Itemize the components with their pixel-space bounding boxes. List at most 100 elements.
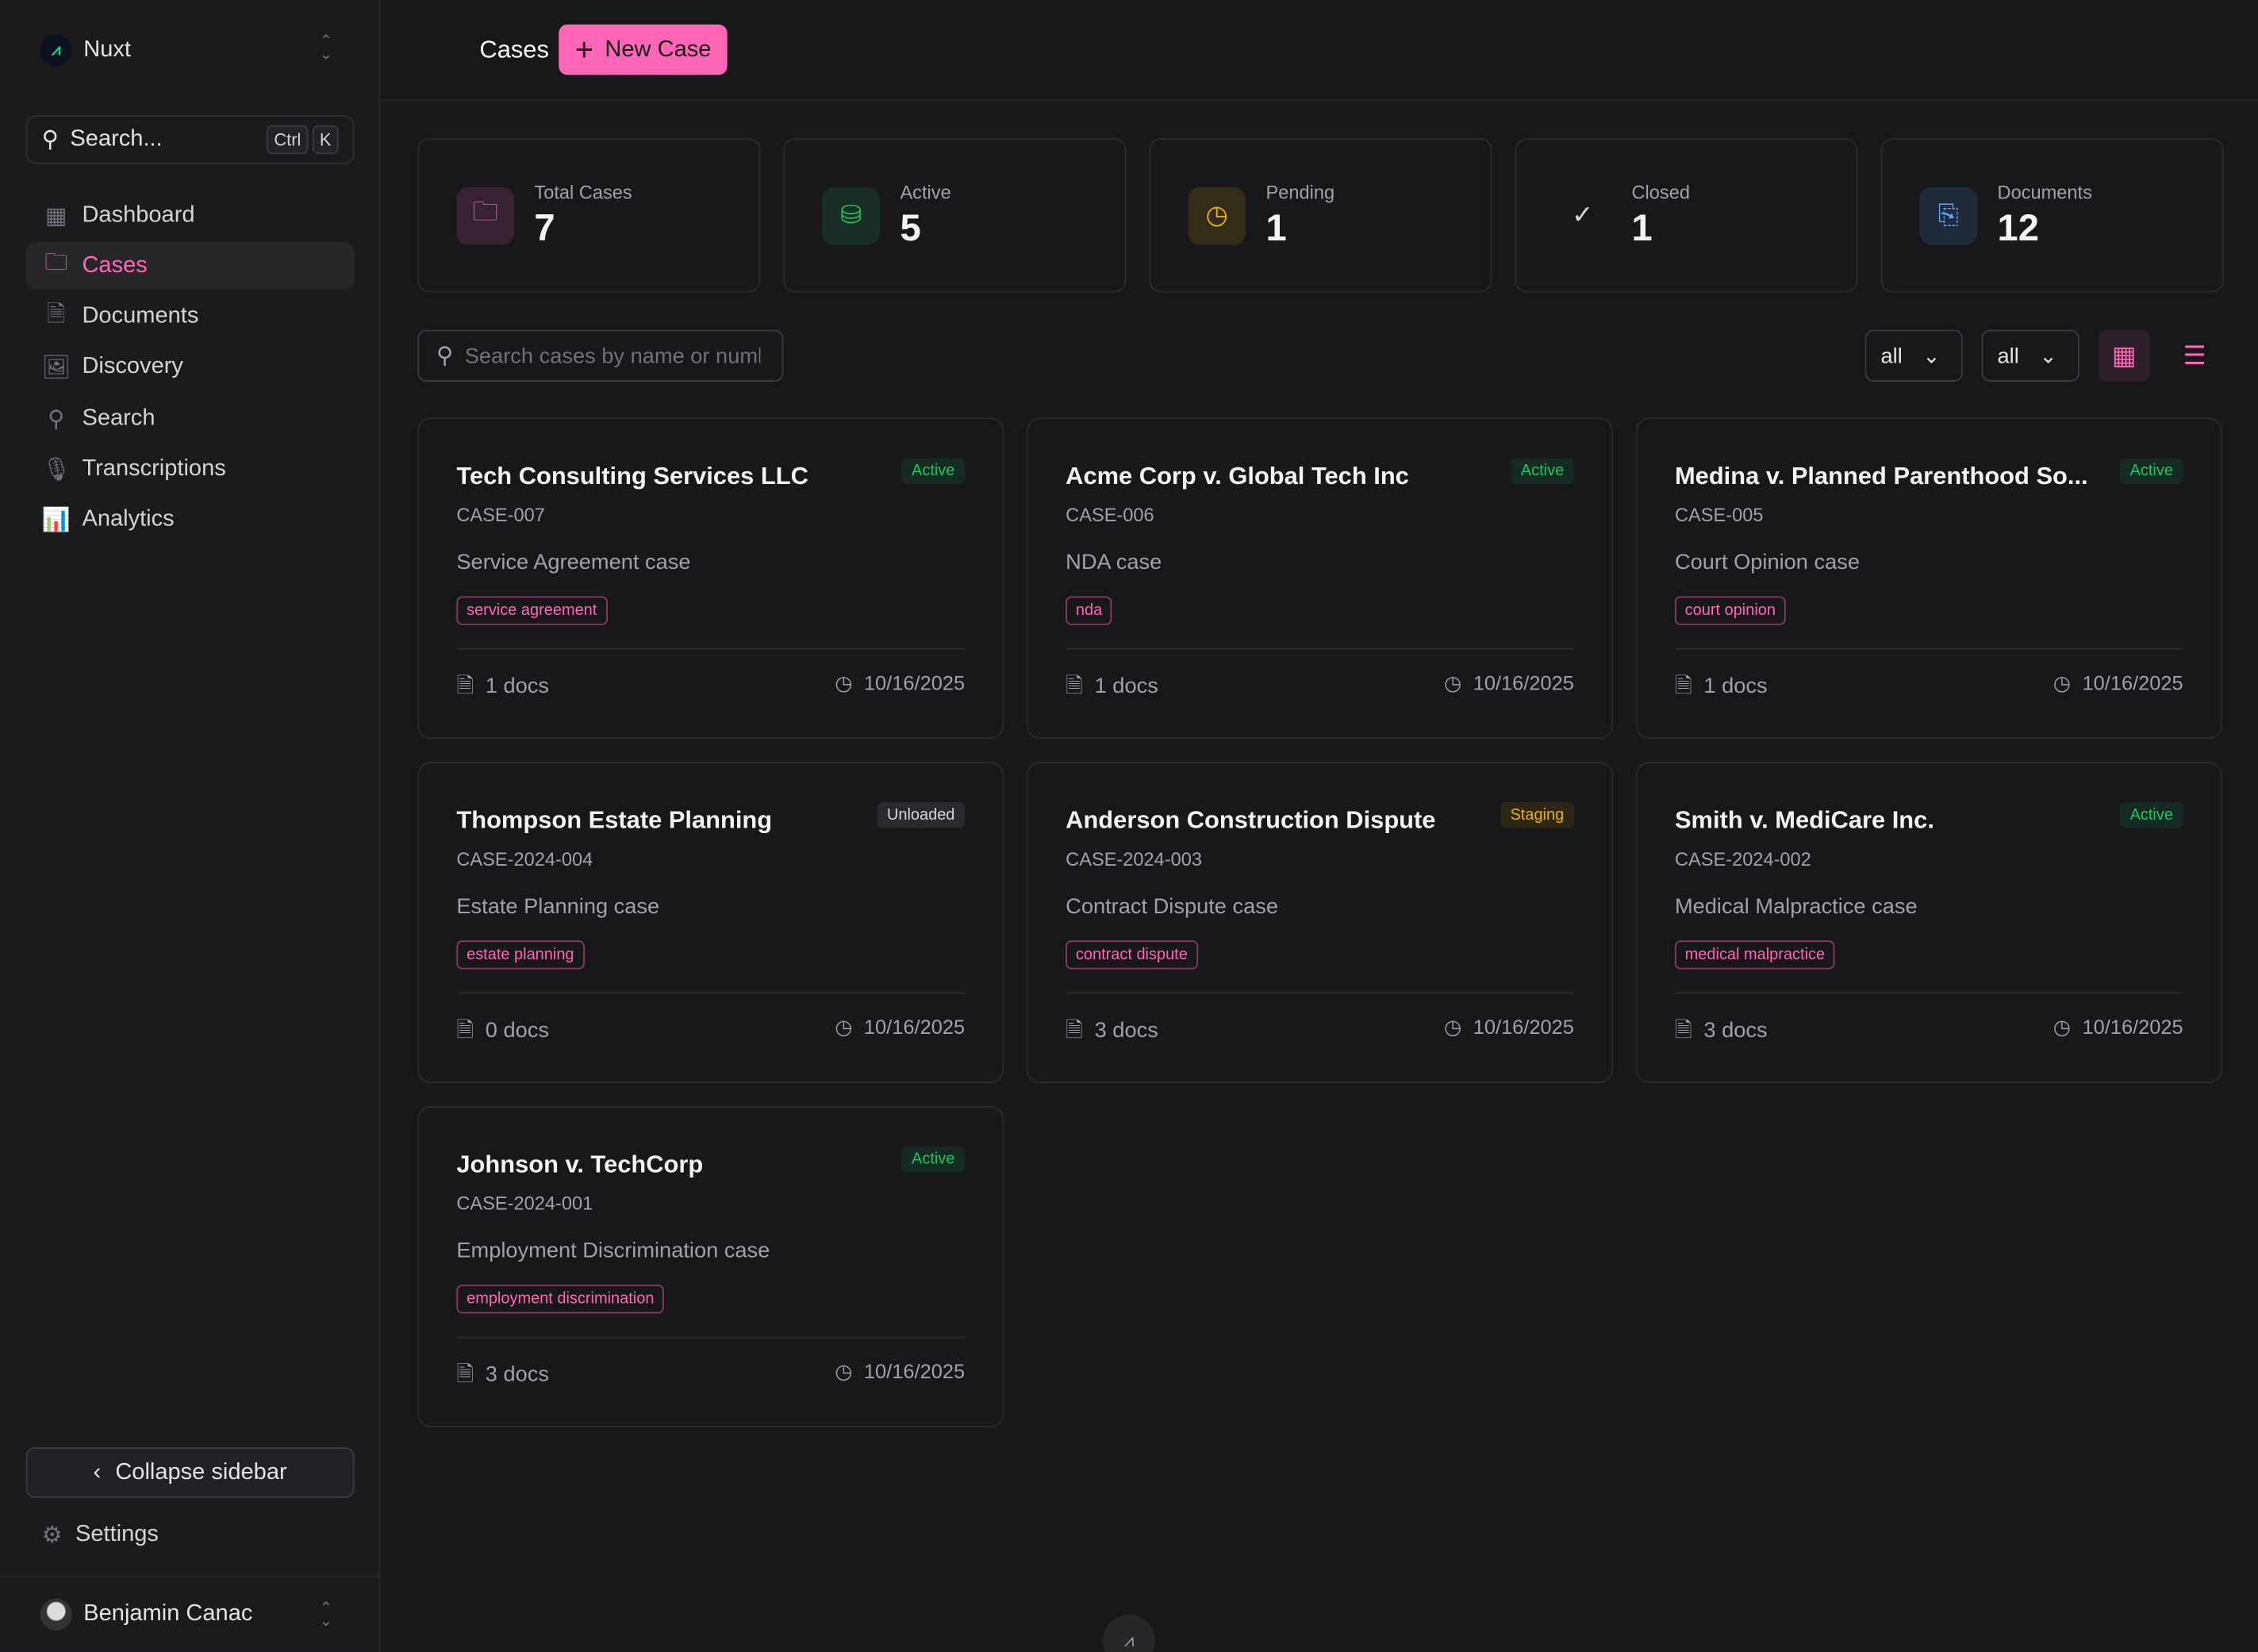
chevron-down-icon: ⌄ [1922,344,1941,369]
sidebar-item-cases[interactable]: 🗀 Cases [25,242,355,290]
sidebar-item-settings[interactable]: ⚙ Settings [42,1521,159,1550]
stat-label: Closed [1631,180,1690,203]
new-case-label: New Case [605,36,712,62]
case-description: Contract Dispute case [1066,894,1279,920]
status-filter-value: all [1880,343,1903,368]
search-icon: ⚲ [436,344,454,369]
clock-icon: ◷ [835,1359,853,1383]
sidebar-item-analytics[interactable]: 📊 Analytics [26,497,355,544]
case-tag: employment discrimination [456,1285,665,1314]
stat-card-active: ⛁ Active 5 [783,138,1127,293]
doc-count: 0 docs [485,1018,550,1043]
chevron-down-icon: ⌄ [2039,344,2058,369]
user-menu[interactable]: Benjamin Canac ⌃ ⌄ [0,1575,379,1652]
sidebar-item-discovery[interactable]: 🖼 Discovery [26,344,355,392]
clock-icon: ◷ [835,1015,853,1039]
team-switcher[interactable]: ⩘ Nuxt [40,34,132,67]
briefcase-icon: ⛁ [822,186,881,244]
page-title: Cases [479,35,549,63]
stat-value: 5 [900,205,921,249]
divider [456,992,966,994]
check-circle-icon: ✓ [1572,200,1594,229]
grid-view-button[interactable]: ▦ [2098,329,2150,382]
nuxt-devtools-icon[interactable]: ⩘ [1103,1614,1155,1652]
case-description: Estate Planning case [456,894,660,920]
stat-label: Pending [1265,180,1335,203]
list-icon: ☰ [2183,340,2206,370]
case-card[interactable]: Acme Corp v. Global Tech Inc Active CASE… [1027,417,1613,740]
case-search-field[interactable]: ⚲ [417,329,784,382]
case-tag: nda [1066,596,1112,625]
divider [456,1336,966,1339]
sidebar-item-transcriptions[interactable]: 🎙 Transcriptions [26,446,355,494]
list-view-button[interactable]: ☰ [2169,330,2221,382]
sidebar-item-label: Cases [82,253,148,278]
doc-count: 3 docs [1094,1018,1158,1043]
status-badge: Unloaded [877,802,966,828]
status-filter-select[interactable]: all ⌄ [1864,329,1963,382]
sidebar-item-label: Documents [82,304,199,329]
doc-count: 1 docs [1703,674,1768,699]
sidebar-item-label: Analytics [82,507,175,532]
stat-card-total-cases: 🗀 Total Cases 7 [417,138,761,293]
stat-label: Total Cases [534,180,632,203]
chevron-up-down-icon[interactable]: ⌃ ⌄ [319,33,333,63]
case-title: Johnson v. TechCorp [456,1151,704,1178]
new-case-button[interactable]: + New Case [559,24,728,75]
sidebar-item-documents[interactable]: 🗎 Documents [26,294,355,341]
case-description: Medical Malpractice case [1674,894,1918,920]
sidebar-item-search[interactable]: ⚲ Search [26,395,355,443]
sidebar: ⩘ Nuxt ⌃ ⌄ ⚲ Search... Ctrl K ▦ Dashboard 🗀 C… [0,0,381,1652]
case-card[interactable]: Johnson v. TechCorp Active CASE-2024-001… [417,1105,1004,1427]
settings-label: Settings [75,1522,159,1547]
case-title: Medina v. Planned Parenthood So... [1674,462,2088,490]
case-card[interactable]: Medina v. Planned Parenthood So... Activ… [1635,417,2222,740]
case-title: Acme Corp v. Global Tech Inc [1066,462,1409,490]
sidebar-item-dashboard[interactable]: ▦ Dashboard [26,191,355,239]
document-icon: 🗎 [1066,1018,1084,1043]
type-filter-value: all [1997,343,2019,368]
case-title: Smith v. MediCare Inc. [1674,806,1934,834]
status-badge: Active [901,458,966,484]
stat-value: 1 [1631,205,1653,249]
brand-name: Nuxt [83,37,132,63]
type-filter-select[interactable]: all ⌄ [1981,329,2080,382]
case-date: 10/16/2025 [2082,1015,2183,1039]
document-icon: 🗎 [1674,674,1692,699]
clock-icon: ◷ [1444,1015,1462,1039]
document-icon: 🗎 [456,1018,474,1043]
clock-icon: ◷ [2053,670,2071,694]
sidebar-search-button[interactable]: ⚲ Search... Ctrl K [25,115,355,164]
case-tag: estate planning [456,940,585,970]
divider [1674,992,2183,994]
folder-icon: 🗀 [456,186,514,244]
sidebar-item-label: Discovery [82,355,183,380]
case-number: CASE-005 [1674,504,1764,526]
page-header: Cases + New Case [380,0,2258,102]
microphone-icon: 🎙 [41,458,71,483]
chevron-up-down-icon[interactable]: ⌃ ⌄ [319,1600,333,1631]
status-badge: Active [2119,458,2183,484]
case-card[interactable]: Tech Consulting Services LLC Active CASE… [417,417,1004,740]
stat-value: 7 [534,205,555,249]
case-number: CASE-2024-004 [456,848,593,870]
case-card[interactable]: Smith v. MediCare Inc. Active CASE-2024-… [1635,762,2222,1083]
case-number: CASE-2024-002 [1674,848,1811,870]
documents-icon: ⎘ [1919,186,1978,244]
divider [456,647,966,650]
kbd-ctrl: Ctrl [267,125,309,155]
document-icon: 🗎 [1674,1018,1692,1043]
stats-row: 🗀 Total Cases 7 ⛁ Active 5 ◷ Pending 1 ✓ Closed 1 ⎘ D… [417,138,2224,293]
case-date: 10/16/2025 [1473,670,1574,694]
divider [1674,647,2183,650]
grid-icon: ▦ [2111,340,2137,370]
case-search-input[interactable] [464,343,760,368]
case-description: Court Opinion case [1674,550,1861,575]
stat-label: Active [900,180,951,203]
filters: all ⌄ all ⌄ ▦ ☰ [1864,329,2221,382]
doc-count: 3 docs [1703,1018,1768,1043]
collapse-sidebar-button[interactable]: ‹ Collapse sidebar [25,1447,355,1498]
case-card[interactable]: Thompson Estate Planning Unloaded CASE-2… [417,762,1004,1083]
document-icon: 🗎 [456,674,474,699]
case-card[interactable]: Anderson Construction Dispute Staging CA… [1027,762,1613,1083]
